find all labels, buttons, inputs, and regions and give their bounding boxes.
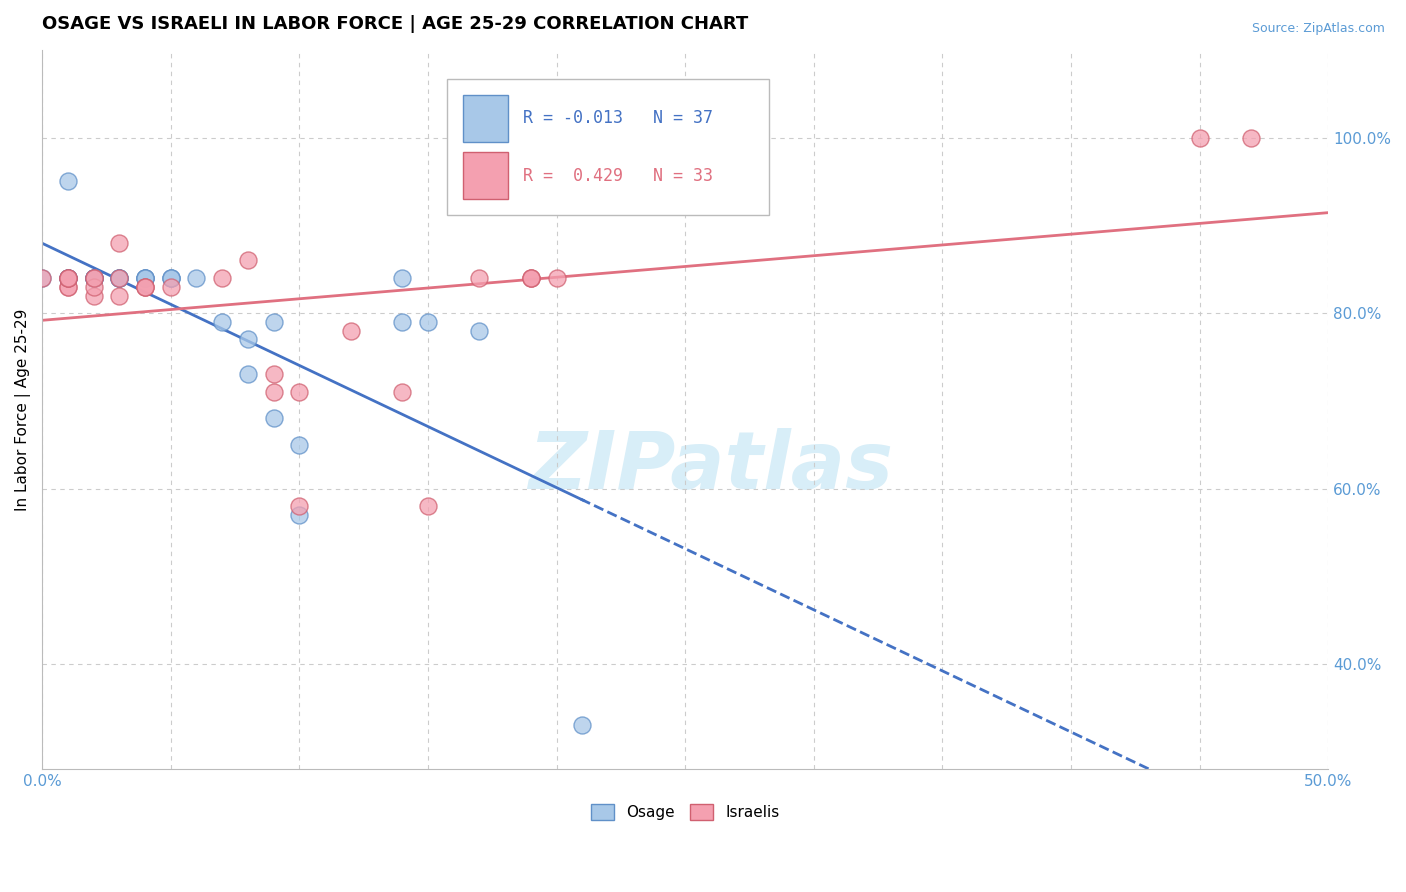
Point — [236, 332, 259, 346]
Point — [83, 271, 105, 285]
Point — [186, 271, 208, 285]
FancyBboxPatch shape — [463, 153, 508, 199]
Point — [108, 235, 131, 250]
Point — [56, 279, 79, 293]
Point — [571, 718, 593, 732]
Point — [288, 438, 311, 452]
Legend: Osage, Israelis: Osage, Israelis — [585, 798, 786, 826]
Point — [56, 271, 79, 285]
Point — [134, 279, 156, 293]
Point — [83, 271, 105, 285]
Point — [263, 368, 285, 382]
Point — [288, 384, 311, 399]
Point — [391, 384, 413, 399]
Point — [134, 271, 156, 285]
Point — [108, 271, 131, 285]
Point — [416, 499, 439, 513]
Point — [134, 271, 156, 285]
Point — [108, 271, 131, 285]
FancyBboxPatch shape — [463, 95, 508, 142]
Point — [134, 279, 156, 293]
Point — [159, 279, 181, 293]
Point — [83, 271, 105, 285]
Point — [263, 315, 285, 329]
Point — [83, 271, 105, 285]
Text: OSAGE VS ISRAELI IN LABOR FORCE | AGE 25-29 CORRELATION CHART: OSAGE VS ISRAELI IN LABOR FORCE | AGE 25… — [42, 15, 748, 33]
Point — [56, 271, 79, 285]
Point — [159, 271, 181, 285]
Point — [108, 288, 131, 302]
Point — [83, 279, 105, 293]
Point — [83, 271, 105, 285]
FancyBboxPatch shape — [447, 78, 769, 215]
Point — [83, 271, 105, 285]
Point — [468, 324, 491, 338]
Point — [263, 411, 285, 425]
Point — [288, 508, 311, 522]
Point — [339, 324, 361, 338]
Point — [520, 271, 543, 285]
Point — [1188, 130, 1211, 145]
Point — [31, 271, 53, 285]
Point — [211, 315, 233, 329]
Point — [520, 271, 543, 285]
Point — [56, 174, 79, 188]
Text: R =  0.429   N = 33: R = 0.429 N = 33 — [523, 167, 713, 185]
Point — [56, 271, 79, 285]
Point — [391, 315, 413, 329]
Text: ZIPatlas: ZIPatlas — [529, 428, 893, 506]
Text: R = -0.013   N = 37: R = -0.013 N = 37 — [523, 109, 713, 128]
Point — [211, 271, 233, 285]
Point — [108, 271, 131, 285]
Y-axis label: In Labor Force | Age 25-29: In Labor Force | Age 25-29 — [15, 309, 31, 511]
Point — [159, 271, 181, 285]
Point — [236, 368, 259, 382]
Point — [134, 271, 156, 285]
Point — [236, 253, 259, 268]
Point — [263, 384, 285, 399]
Point — [134, 271, 156, 285]
Point — [83, 271, 105, 285]
Point — [31, 271, 53, 285]
Point — [391, 271, 413, 285]
Point — [416, 315, 439, 329]
Point — [288, 499, 311, 513]
Point — [108, 271, 131, 285]
Point — [546, 271, 568, 285]
Point — [1240, 130, 1263, 145]
Point — [56, 271, 79, 285]
Point — [56, 271, 79, 285]
Point — [56, 279, 79, 293]
Text: Source: ZipAtlas.com: Source: ZipAtlas.com — [1251, 22, 1385, 36]
Point — [56, 271, 79, 285]
Point — [83, 288, 105, 302]
Point — [83, 271, 105, 285]
Point — [134, 279, 156, 293]
Point — [83, 271, 105, 285]
Point — [56, 271, 79, 285]
Point — [520, 271, 543, 285]
Point — [108, 271, 131, 285]
Point — [468, 271, 491, 285]
Point — [159, 271, 181, 285]
